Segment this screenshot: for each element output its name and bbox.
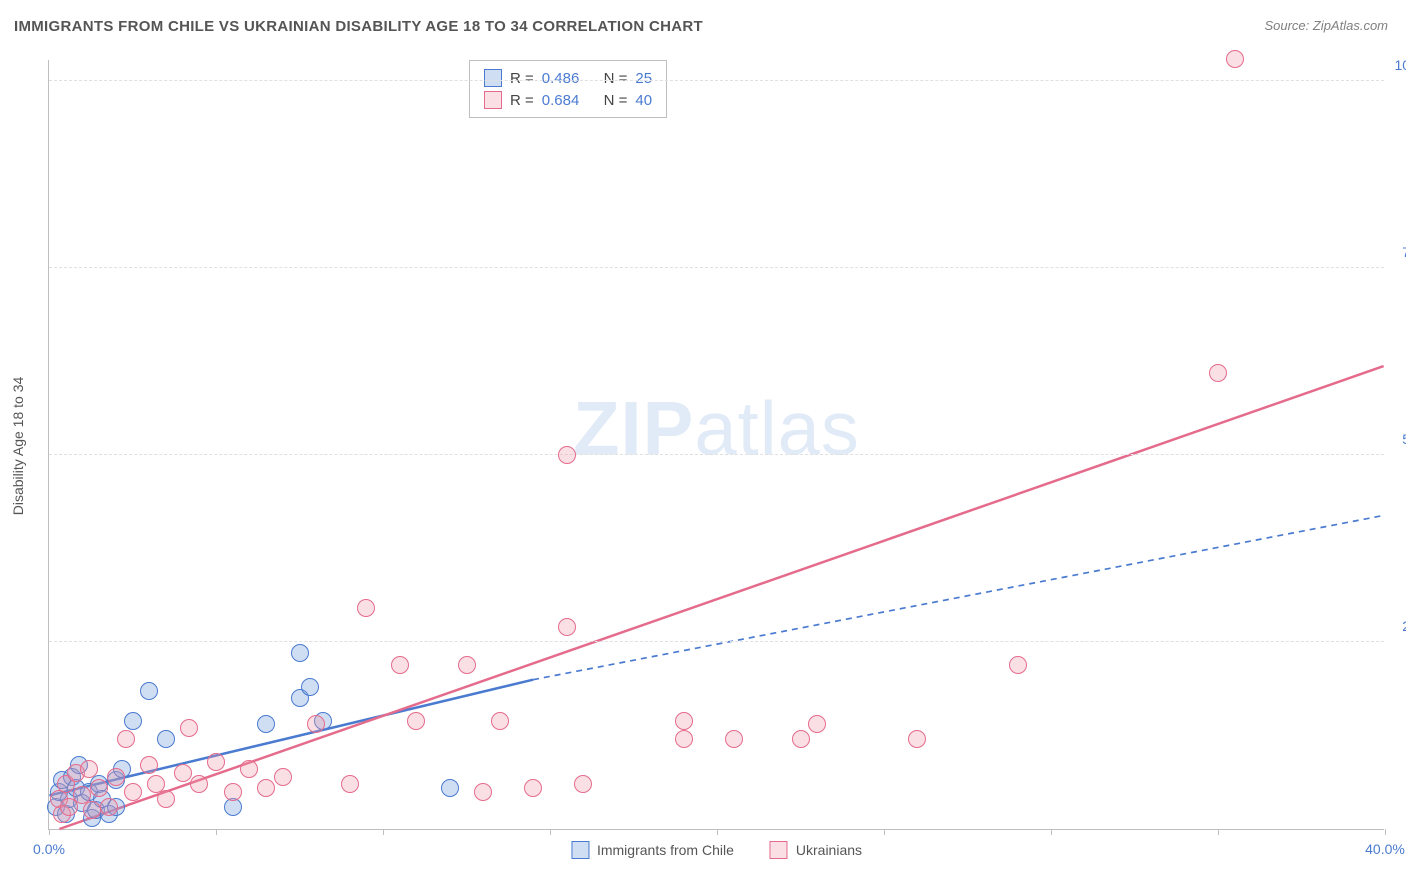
data-point (675, 712, 693, 730)
data-point (391, 656, 409, 674)
data-point (441, 779, 459, 797)
data-point (140, 756, 158, 774)
x-tick (216, 829, 217, 835)
watermark: ZIPatlas (573, 386, 860, 473)
data-point (157, 730, 175, 748)
data-point (140, 682, 158, 700)
data-point (341, 775, 359, 793)
data-point (257, 779, 275, 797)
data-point (491, 712, 509, 730)
data-point (257, 715, 275, 733)
data-point (558, 618, 576, 636)
data-point (100, 798, 118, 816)
y-tick-label: 100.0% (1395, 57, 1406, 73)
data-point (117, 730, 135, 748)
data-point (307, 715, 325, 733)
x-tick (884, 829, 885, 835)
trend-lines (49, 60, 1384, 829)
x-tick-label: 0.0% (33, 841, 65, 857)
stats-row: R = 0.684 N = 40 (484, 89, 652, 111)
chart-title: IMMIGRANTS FROM CHILE VS UKRAINIAN DISAB… (14, 18, 703, 35)
data-point (90, 779, 108, 797)
data-point (240, 760, 258, 778)
source-attribution: Source: ZipAtlas.com (1264, 18, 1388, 33)
data-point (1209, 364, 1227, 382)
data-point (908, 730, 926, 748)
legend-bottom: Immigrants from Chile Ukrainians (571, 841, 862, 859)
gridline (49, 267, 1384, 268)
data-point (224, 783, 242, 801)
data-point (207, 753, 225, 771)
data-point (792, 730, 810, 748)
data-point (274, 768, 292, 786)
y-tick-label: 50.0% (1402, 431, 1406, 447)
swatch-icon (484, 69, 502, 87)
data-point (157, 790, 175, 808)
data-point (174, 764, 192, 782)
y-tick-label: 75.0% (1402, 244, 1406, 260)
data-point (357, 599, 375, 617)
data-point (675, 730, 693, 748)
data-point (190, 775, 208, 793)
data-point (1226, 50, 1244, 68)
swatch-icon (484, 91, 502, 109)
x-tick (1385, 829, 1386, 835)
x-tick (49, 829, 50, 835)
x-tick (1218, 829, 1219, 835)
legend-item: Immigrants from Chile (571, 841, 734, 859)
gridline (49, 80, 1384, 81)
data-point (574, 775, 592, 793)
data-point (80, 760, 98, 778)
swatch-icon (770, 841, 788, 859)
data-point (558, 446, 576, 464)
gridline (49, 641, 1384, 642)
data-point (808, 715, 826, 733)
data-point (301, 678, 319, 696)
legend-item: Ukrainians (770, 841, 862, 859)
y-tick-label: 25.0% (1402, 618, 1406, 634)
data-point (124, 783, 142, 801)
data-point (725, 730, 743, 748)
data-point (524, 779, 542, 797)
x-tick (1051, 829, 1052, 835)
stats-legend: R = 0.486 N = 25 R = 0.684 N = 40 (469, 60, 667, 118)
plot-area: ZIPatlas R = 0.486 N = 25 R = 0.684 N = … (48, 60, 1384, 830)
data-point (474, 783, 492, 801)
gridline (49, 454, 1384, 455)
x-tick-label: 40.0% (1365, 841, 1405, 857)
data-point (291, 644, 309, 662)
data-point (1009, 656, 1027, 674)
x-tick (717, 829, 718, 835)
stats-row: R = 0.486 N = 25 (484, 67, 652, 89)
x-tick (550, 829, 551, 835)
data-point (407, 712, 425, 730)
data-point (107, 768, 125, 786)
data-point (458, 656, 476, 674)
data-point (180, 719, 198, 737)
y-axis-title: Disability Age 18 to 34 (10, 377, 26, 516)
swatch-icon (571, 841, 589, 859)
data-point (124, 712, 142, 730)
data-point (83, 801, 101, 819)
x-tick (383, 829, 384, 835)
